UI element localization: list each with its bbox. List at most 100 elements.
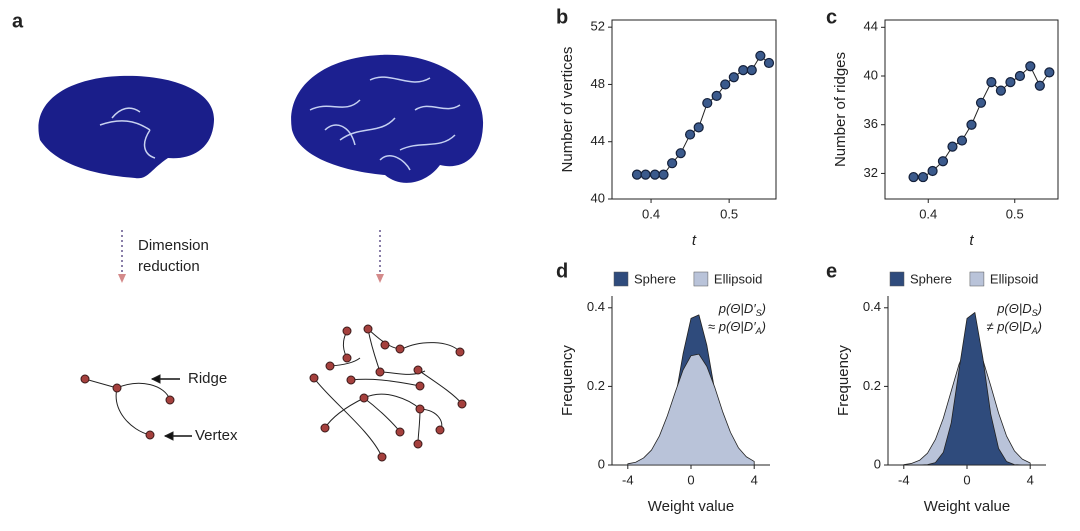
reduction-label: Dimension [138, 237, 209, 254]
x-tick-label: 0 [963, 472, 970, 487]
data-point [966, 119, 977, 130]
legend-swatch [613, 271, 629, 287]
data-point [728, 72, 739, 83]
y-axis-label: Frequency [559, 345, 576, 416]
y-tick-label: 0 [874, 456, 881, 471]
x-tick-label: 0 [687, 472, 694, 487]
legend-swatch [889, 271, 905, 287]
density-area [903, 312, 1031, 466]
data-point [917, 171, 929, 183]
annotation: ≈ p(Θ|D′A) [708, 319, 766, 336]
panel-label: e [826, 260, 837, 282]
data-point [763, 57, 775, 69]
data-point [640, 169, 651, 180]
graph-nodes [309, 324, 467, 462]
annotation-part: A [755, 326, 762, 336]
y-tick-label: 0.2 [863, 378, 881, 393]
y-tick-label: 0.2 [587, 378, 605, 393]
y-tick-label: 48 [591, 76, 605, 91]
legend-label: Sphere [634, 271, 676, 286]
data-point [658, 169, 669, 180]
data-point [755, 50, 766, 61]
y-tick-label: 52 [591, 19, 605, 34]
x-tick-label: 4 [1027, 472, 1034, 487]
x-axis-label: t [692, 232, 697, 249]
x-tick-label: 0.4 [642, 206, 660, 221]
graph-simple [84, 374, 192, 441]
x-axis-label: t [969, 232, 974, 249]
y-tick-label: 32 [864, 165, 878, 180]
annotation-part: ) [1036, 319, 1042, 334]
data-point [631, 169, 643, 180]
x-tick-label: 0.5 [1006, 206, 1024, 221]
x-tick-label: -4 [622, 472, 634, 487]
data-point [702, 97, 713, 109]
data-point [986, 77, 997, 88]
legend-label: Ellipsoid [714, 271, 762, 286]
data-point [937, 156, 949, 167]
annotation-part: ) [1036, 301, 1042, 316]
data-point [1044, 67, 1055, 78]
graph-nodes [80, 374, 175, 440]
panel-label: d [556, 260, 568, 282]
y-tick-label: 0.4 [587, 299, 605, 314]
data-point [667, 158, 678, 169]
x-tick-label: 0.5 [720, 206, 738, 221]
annotation: p(Θ|D′S) [718, 301, 766, 318]
data-point [975, 97, 987, 108]
y-tick-label: 0.4 [863, 299, 881, 314]
legend-swatch [693, 271, 709, 287]
x-axis-label: Weight value [924, 498, 1010, 515]
x-tick-label: -4 [898, 472, 910, 487]
data-point [1005, 77, 1016, 88]
annotation: ≠ p(Θ|DA) [986, 319, 1042, 336]
panel-label: a [12, 10, 24, 32]
data-line [913, 65, 1050, 178]
y-axis-label: Number of vertices [559, 47, 576, 173]
data-point [1025, 61, 1036, 72]
data-point [711, 90, 722, 101]
annotation-part: p(Θ|D [996, 301, 1031, 316]
legend-label: Ellipsoid [990, 271, 1038, 286]
data-point [746, 65, 757, 76]
brain-folded [291, 54, 484, 183]
data-point [675, 148, 686, 159]
vertex-label: Vertex [195, 427, 238, 444]
reduction-label: reduction [138, 258, 200, 275]
plot-frame [884, 19, 1059, 200]
plot-frame [611, 19, 777, 200]
annotation-part: S [756, 308, 762, 318]
reduction-arrow [118, 230, 384, 283]
x-axis-label: Weight value [648, 498, 734, 515]
data-point [1034, 80, 1045, 91]
annotation-part: ≈ p(Θ|D′ [708, 319, 756, 334]
panel-label: b [556, 6, 568, 28]
y-tick-label: 40 [591, 190, 605, 205]
data-point [738, 65, 749, 76]
y-tick-label: 36 [864, 116, 878, 131]
annotation: p(Θ|DS) [996, 301, 1042, 318]
data-point [956, 135, 968, 146]
data-point [947, 141, 958, 152]
ridge-label: Ridge [188, 370, 227, 387]
data-point [927, 165, 938, 177]
data-point [908, 171, 919, 183]
data-point [693, 122, 704, 133]
y-tick-label: 40 [864, 67, 878, 82]
annotation-part: A [1031, 326, 1038, 336]
y-tick-label: 0 [598, 456, 605, 471]
y-tick-label: 44 [864, 19, 878, 34]
y-axis-label: Frequency [835, 345, 852, 416]
legend-swatch [969, 271, 985, 287]
y-tick-label: 44 [591, 133, 605, 148]
annotation-part: ) [760, 319, 766, 334]
data-point [720, 79, 731, 90]
x-tick-label: 0.4 [919, 206, 937, 221]
legend-label: Sphere [910, 271, 952, 286]
data-point [684, 129, 696, 140]
brain-smooth [38, 75, 215, 179]
data-point [995, 85, 1007, 96]
annotation-part: ≠ p(Θ|D [986, 319, 1031, 334]
data-point [1014, 70, 1026, 82]
